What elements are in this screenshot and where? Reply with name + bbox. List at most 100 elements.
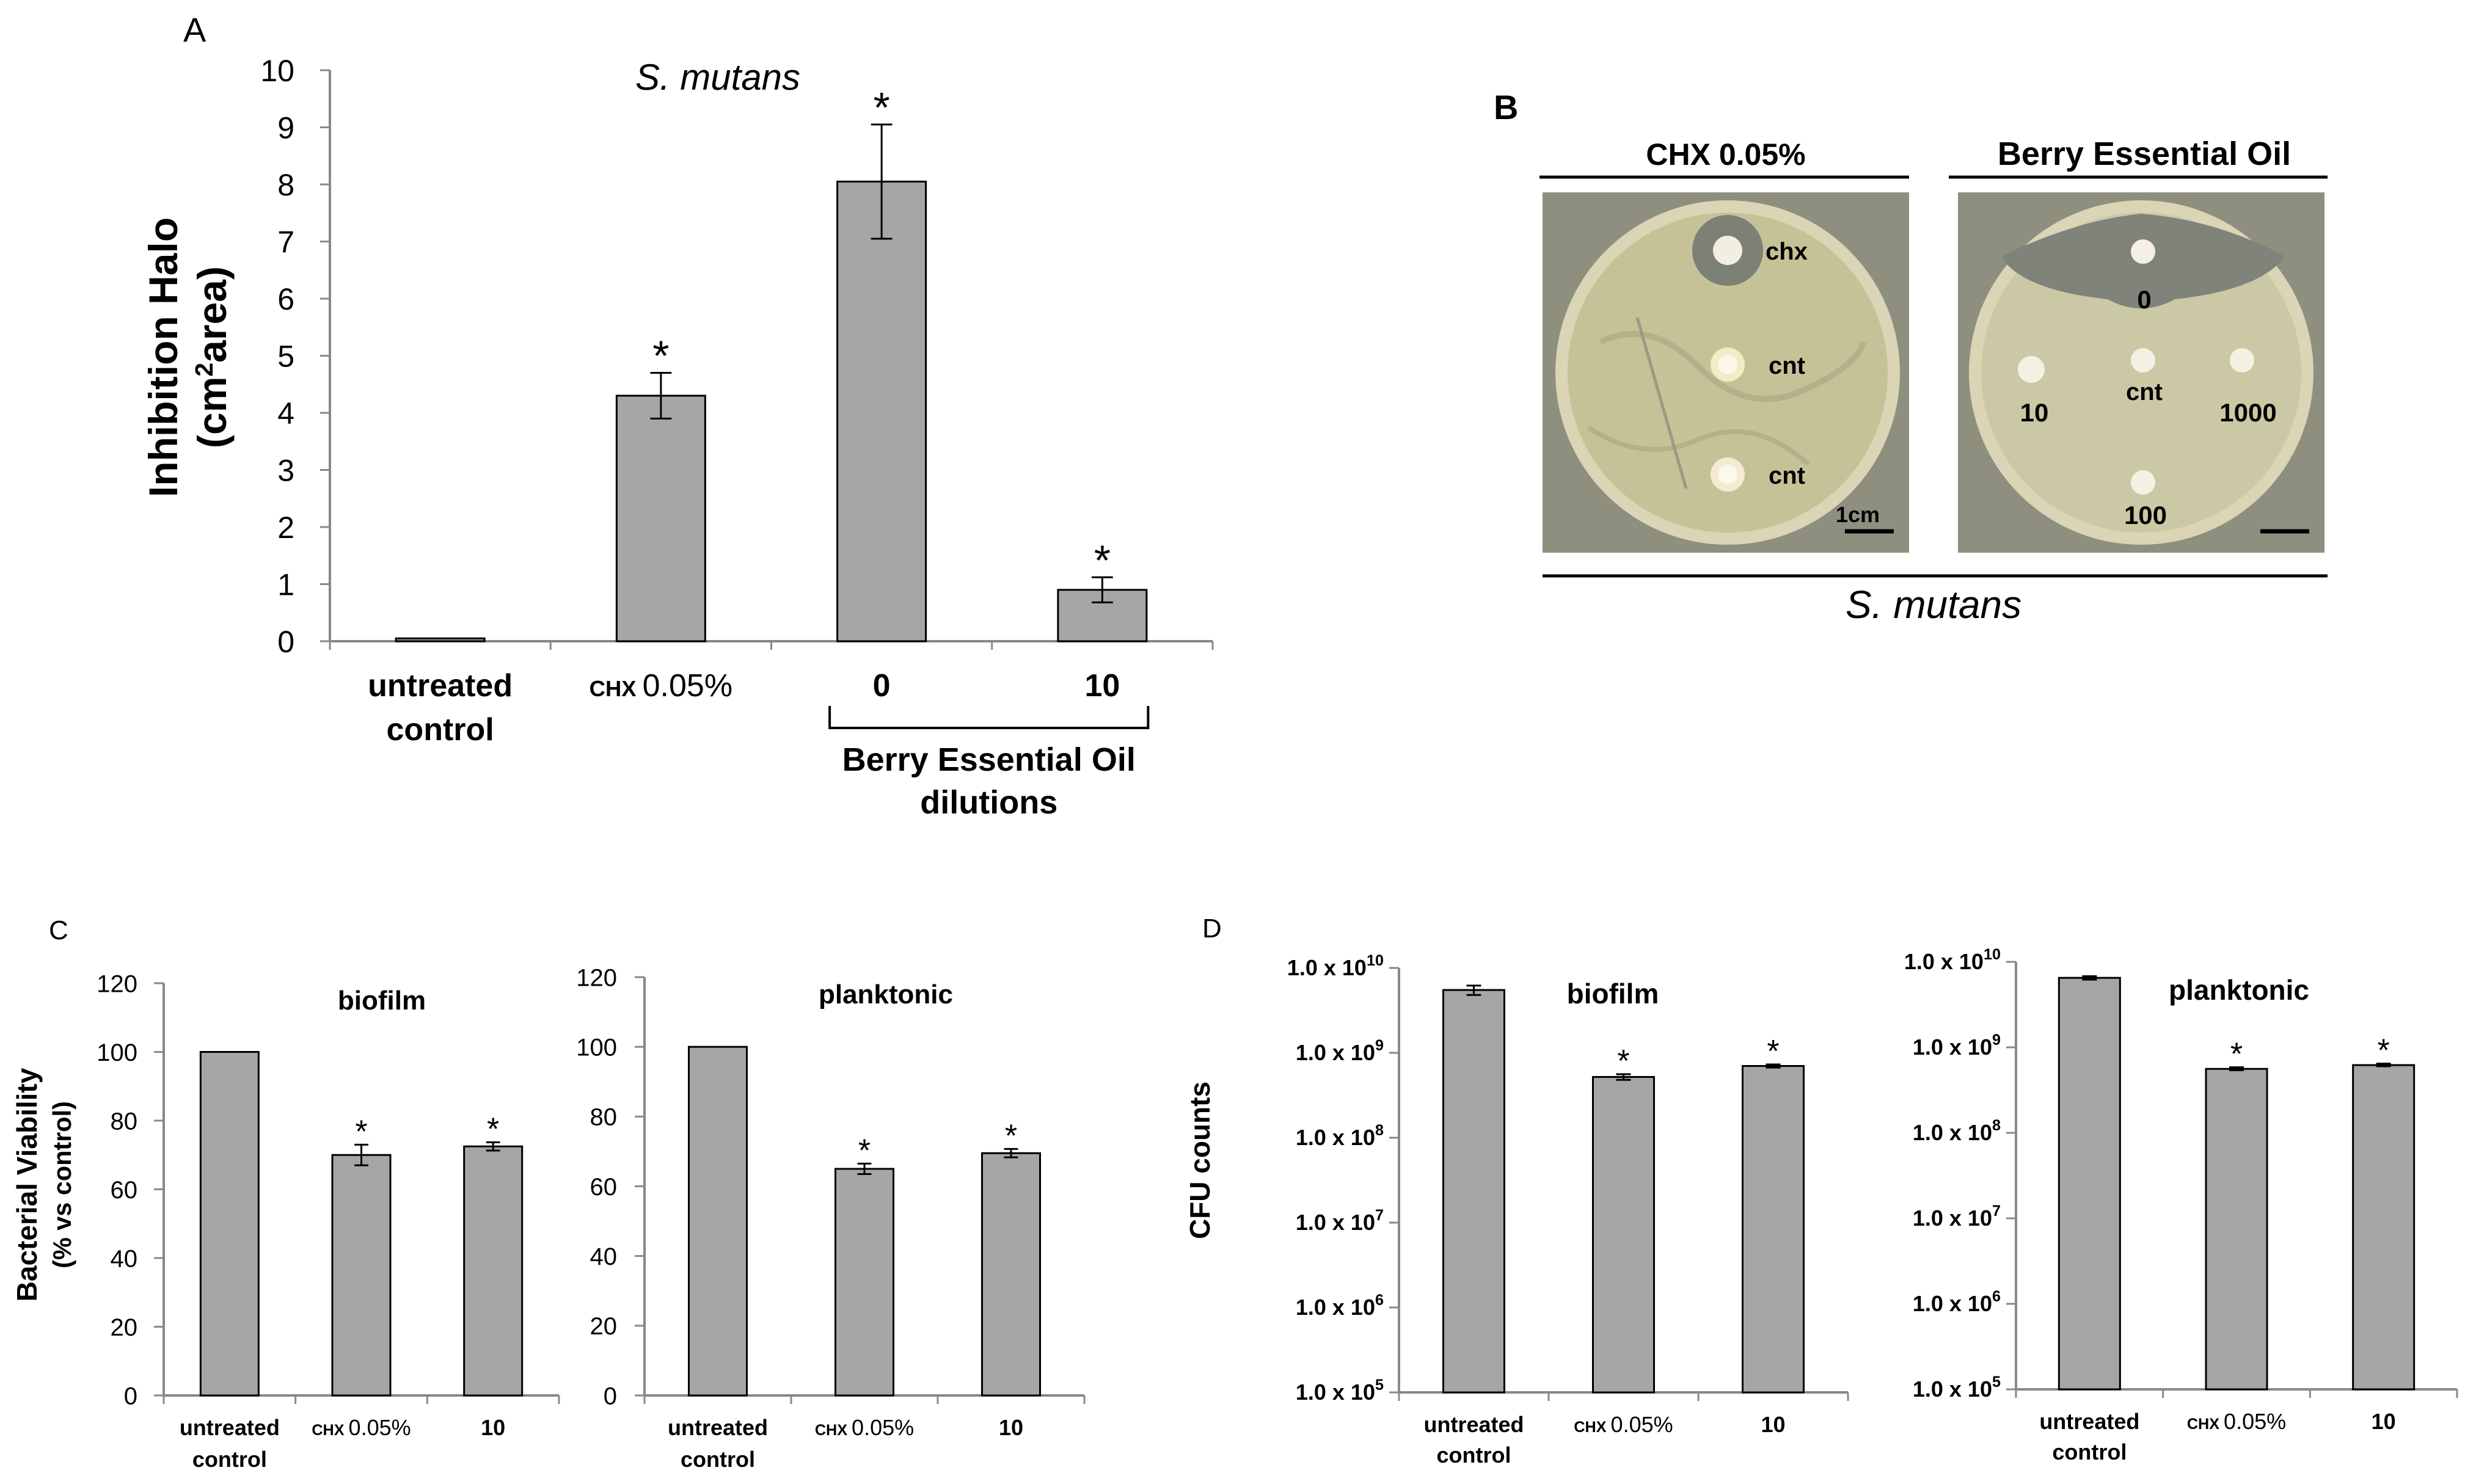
panel-b-letter: B — [1494, 88, 1518, 126]
y-tick-label: 100 — [97, 1039, 137, 1066]
bar — [2352, 1064, 2416, 1391]
panel-c-letter: C — [49, 915, 68, 945]
y-tick-label: 60 — [111, 1177, 138, 1204]
category-label: CHX 0.05% — [815, 1415, 914, 1440]
y-tick-label: 100 — [576, 1035, 617, 1061]
y-tick-label: 40 — [111, 1245, 138, 1272]
y-tick-label: 6 — [277, 282, 294, 316]
y-tick-label: 20 — [111, 1314, 138, 1341]
plate-label-100: 100 — [2124, 501, 2167, 529]
y-axis-label-line2: (% vs control) — [48, 1101, 76, 1268]
plate-label-cnt: cnt — [2126, 379, 2163, 406]
significance-marker: * — [1094, 536, 1111, 584]
scale-bar-label: 1cm — [1836, 502, 1880, 527]
y-tick-label: 3 — [277, 454, 294, 488]
plate-label-cnt-1: cnt — [1769, 352, 1805, 379]
category-label: control — [387, 712, 494, 747]
y-tick-label: 1.0 x 1010 — [1904, 946, 2001, 974]
y-tick-label: 10 — [260, 54, 294, 88]
y-axis-label: Inhibition Halo (cm2area) — [141, 217, 235, 497]
category-label: control — [1437, 1442, 1511, 1468]
disk-0 — [2131, 239, 2155, 264]
panel-b-plates: CHX 0.05% Berry Essential Oil chx cnt cn… — [1539, 136, 2328, 627]
significance-marker: * — [487, 1111, 499, 1147]
category-label: 10 — [1761, 1412, 1785, 1437]
y-axis-label: CFU counts — [1184, 1082, 1216, 1239]
chart-title: biofilm — [338, 986, 426, 1016]
y-tick-label: 4 — [277, 396, 294, 431]
y-axis-label-line2: (cm2area) — [189, 266, 235, 448]
plate-label-10: 10 — [2020, 398, 2049, 427]
category-label: 10 — [2372, 1409, 2396, 1434]
y-tick-label: 1.0 x 105 — [1296, 1377, 1384, 1405]
chart-d-biofilm: 1.0 x 105 1.0 x 106 1.0 x 107 1.0 x 108 1.0 … — [1184, 952, 1849, 1468]
y-tick-label: 1 — [277, 568, 294, 602]
chart-a: 0 1 2 3 4 5 6 7 8 9 10 * * * untreated control CHX 0.05%… — [141, 54, 1214, 821]
chart-title: biofilm — [1567, 978, 1659, 1009]
y-tick-label: 0 — [604, 1383, 617, 1409]
bar — [395, 637, 486, 642]
y-tick-label: 1.0 x 109 — [1296, 1037, 1384, 1065]
significance-marker: * — [355, 1114, 367, 1149]
significance-marker: * — [2230, 1037, 2243, 1072]
y-tick-label: 1.0 x 107 — [1913, 1202, 2001, 1231]
category-label: CHX 0.05% — [590, 668, 732, 704]
y-tick-label: 8 — [277, 168, 294, 202]
bar — [688, 1046, 748, 1397]
y-tick-label: 5 — [277, 340, 294, 374]
y-axis-label-line1: CFU counts — [1184, 1082, 1216, 1239]
y-tick-label: 1.0 x 105 — [1913, 1373, 2001, 1402]
plate-left-header: CHX 0.05% — [1646, 137, 1805, 172]
significance-marker: * — [1767, 1034, 1779, 1069]
chart-c-biofilm: 0 20 40 60 80 100 120 * * untreated control CHX 0.0… — [11, 970, 560, 1472]
bar — [199, 1051, 260, 1397]
category-label: CHX 0.05% — [2187, 1409, 2286, 1434]
bar — [463, 1145, 524, 1397]
chart-d-planktonic: 1.0 x 105 1.0 x 106 1.0 x 107 1.0 x 108 1.0 … — [1904, 946, 2458, 1464]
chart-title: S. mutans — [635, 57, 800, 98]
category-label: untreated — [2039, 1409, 2139, 1434]
panel-d-letter: D — [1202, 914, 1222, 944]
y-tick-label: 80 — [590, 1104, 618, 1131]
plate-label-0: 0 — [2137, 285, 2151, 314]
y-tick-label: 60 — [590, 1174, 618, 1201]
disk-10 — [2018, 356, 2045, 383]
y-tick-label: 120 — [97, 970, 137, 997]
bar — [331, 1154, 392, 1397]
category-label: untreated — [368, 668, 513, 704]
berry-plate: 0 10 cnt 1000 100 — [1958, 192, 2324, 553]
y-tick-label: 1.0 x 108 — [1296, 1122, 1384, 1150]
category-label: 10 — [481, 1415, 505, 1440]
y-tick-label: 1.0 x 108 — [1913, 1117, 2001, 1145]
y-tick-label: 1.0 x 107 — [1296, 1207, 1384, 1235]
category-label: 10 — [999, 1415, 1023, 1440]
category-label: 10 — [1084, 668, 1120, 704]
bar — [2058, 977, 2121, 1391]
category-label: untreated — [1423, 1412, 1524, 1437]
y-tick-label: 40 — [590, 1243, 618, 1270]
category-label: control — [681, 1447, 755, 1472]
y-axis-label-line1: Inhibition Halo — [141, 217, 186, 497]
category-label: 0 — [873, 668, 891, 704]
y-tick-label: 120 — [576, 964, 617, 991]
y-tick-label: 9 — [277, 111, 294, 145]
y-tick-label: 2 — [277, 511, 294, 545]
category-label: control — [192, 1447, 267, 1472]
group-bracket — [828, 706, 1150, 729]
disk-1000 — [2230, 348, 2254, 373]
significance-marker: * — [1617, 1044, 1629, 1079]
chart-title: planktonic — [2169, 974, 2309, 1006]
bar — [834, 1168, 894, 1397]
y-tick-label: 0 — [124, 1383, 137, 1409]
category-label: CHX 0.05% — [312, 1415, 411, 1440]
chart-title: planktonic — [819, 980, 953, 1009]
category-label: CHX 0.05% — [1574, 1412, 1673, 1437]
plate-label-chx: chx — [1766, 238, 1808, 265]
y-tick-label: 1.0 x 109 — [1913, 1031, 2001, 1060]
panel-a-letter: A — [183, 10, 206, 49]
y-tick-label: 1.0 x 106 — [1296, 1292, 1384, 1320]
chx-disk — [1713, 236, 1742, 265]
disk-cnt — [2131, 348, 2155, 373]
bar — [836, 180, 927, 642]
